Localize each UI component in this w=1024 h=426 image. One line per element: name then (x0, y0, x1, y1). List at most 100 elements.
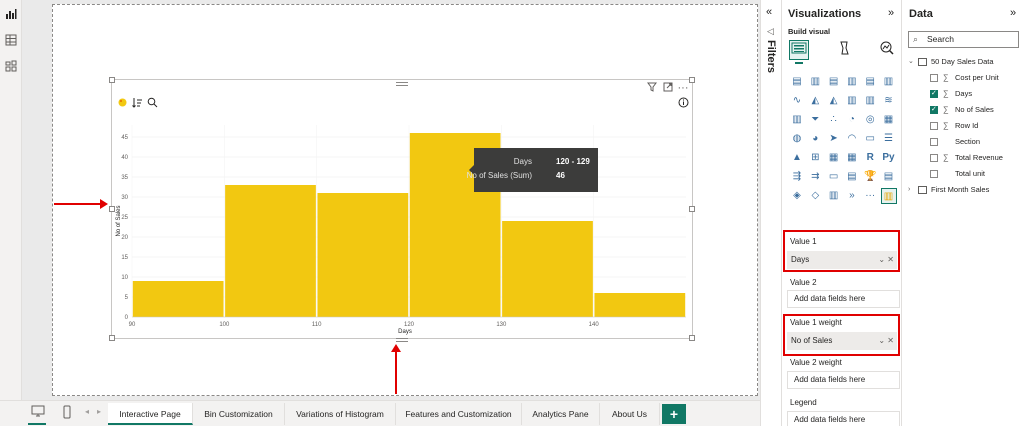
table-view-icon[interactable] (4, 34, 18, 48)
key-influencers-icon[interactable]: ⇶ (792, 171, 802, 182)
field-controls[interactable]: ⌄ ✕ (878, 336, 894, 345)
treemap-icon[interactable]: ▦ (883, 114, 894, 125)
add-page-button[interactable]: + (662, 404, 686, 424)
scatter-icon[interactable]: ∴ (830, 114, 837, 125)
r-visual-icon[interactable]: R (866, 152, 874, 163)
paginated-report-icon[interactable]: ▤ (883, 171, 894, 182)
chevron-right-icon[interactable]: › (908, 186, 911, 193)
analytics-icon[interactable] (877, 40, 897, 60)
expand-filters-icon[interactable]: « (766, 6, 773, 18)
resize-grip-bottom[interactable] (396, 338, 408, 342)
field-row[interactable]: ∑ Total Revenue (902, 151, 1024, 165)
tabs-prev-arrow[interactable]: ◂ (85, 407, 90, 416)
tab-analytics-pane[interactable]: Analytics Pane (522, 403, 600, 425)
resize-handle-top-right[interactable] (689, 77, 695, 83)
resize-grip-top[interactable] (396, 82, 408, 86)
filters-label[interactable]: Filters (765, 40, 777, 74)
donut-icon[interactable]: ◎ (865, 114, 875, 125)
100-bar-icon[interactable]: ▤ (865, 76, 875, 87)
field-checkbox[interactable] (930, 87, 938, 101)
field-checkbox[interactable] (930, 154, 938, 162)
metrics-icon[interactable]: 🏆 (863, 171, 877, 182)
well-field-days[interactable]: Days ⌄ ✕ (787, 251, 897, 269)
more-options-icon[interactable]: ··· (677, 82, 689, 94)
magnifier-icon[interactable] (146, 97, 159, 110)
filled-map-icon[interactable]: ◕ (812, 133, 819, 144)
field-row[interactable]: ∑ Row Id (902, 119, 1024, 133)
line-column-icon[interactable]: ▥ (847, 95, 857, 106)
tab-about-us[interactable]: About Us (600, 403, 660, 425)
data-search-input[interactable]: ⌕ Search (908, 31, 1019, 48)
table-row[interactable]: ⌄ 50 Day Sales Data (902, 55, 1024, 69)
field-checkbox[interactable] (930, 122, 938, 130)
histogram-visual[interactable]: ··· 0 5 10 15 20 25 30 35 40 45 90 100 110 120 130 140 D… (109, 77, 695, 342)
collapse-visualizations-icon[interactable]: » (888, 7, 895, 19)
matrix-icon[interactable]: ▦ (847, 152, 857, 163)
table-icon[interactable]: ▦ (828, 152, 839, 163)
funnel-icon[interactable]: ⏷ (811, 114, 820, 125)
line-clustered-icon[interactable]: ▥ (865, 95, 875, 106)
selected-histogram-icon[interactable]: ▥ (880, 188, 897, 204)
histogram-custom-icon[interactable]: ▥ (828, 190, 839, 201)
resize-handle-top-left[interactable] (109, 77, 115, 83)
python-visual-icon[interactable]: Py (882, 152, 895, 163)
field-row[interactable]: ∑ No of Sales (902, 103, 1024, 117)
resize-handle-bottom-right[interactable] (689, 335, 695, 341)
more-dots-icon[interactable]: ··· (865, 190, 876, 201)
report-view-icon[interactable] (4, 8, 18, 22)
well-field-no-of-sales[interactable]: No of Sales ⌄ ✕ (787, 332, 897, 350)
focus-mode-icon[interactable] (662, 82, 674, 94)
slicer-icon[interactable]: ⊞ (811, 152, 820, 163)
well-dropzone-legend[interactable]: Add data fields here (787, 411, 900, 426)
map-icon[interactable]: ◍ (792, 133, 802, 144)
qa-icon[interactable]: ▭ (828, 171, 839, 182)
100-column-icon[interactable]: ▥ (883, 76, 894, 87)
smart-narrative-icon[interactable]: ▤ (847, 171, 857, 182)
format-visual-icon[interactable] (834, 40, 854, 60)
field-row[interactable]: ∑ Cost per Unit (902, 71, 1024, 85)
line-chart-icon[interactable]: ∿ (792, 95, 802, 106)
well-dropzone-value2[interactable]: Add data fields here (787, 290, 900, 308)
resize-handle-right[interactable] (689, 206, 695, 212)
more-visuals-icon[interactable]: » (849, 190, 855, 201)
collapse-data-icon[interactable]: » (1010, 7, 1017, 19)
clustered-column-icon[interactable]: ▥ (847, 76, 857, 87)
format-brush-icon[interactable] (116, 97, 129, 110)
waterfall-icon[interactable]: ▥ (792, 114, 802, 125)
model-view-icon[interactable] (4, 60, 18, 74)
field-controls[interactable]: ⌄ ✕ (878, 255, 894, 264)
field-checkbox[interactable] (930, 170, 938, 178)
field-row[interactable]: ∑ Days (902, 87, 1024, 101)
well-dropzone-value2-weight[interactable]: Add data fields here (787, 371, 900, 389)
stacked-column-icon[interactable]: ▥ (810, 76, 821, 87)
field-checkbox[interactable] (930, 74, 938, 82)
mobile-view-icon[interactable] (59, 405, 75, 421)
ribbon-chart-icon[interactable]: ≋ (884, 95, 893, 106)
filter-icon[interactable] (646, 82, 658, 94)
stacked-bar-icon[interactable]: ▤ (792, 76, 802, 87)
table-row[interactable]: › First Month Sales (902, 183, 1024, 197)
field-checkbox[interactable] (930, 103, 938, 117)
build-visual-icon[interactable] (789, 40, 809, 60)
pie-icon[interactable]: ◔ (848, 114, 855, 125)
field-row[interactable]: Section (902, 135, 1024, 149)
azure-map-icon[interactable]: ➤ (829, 133, 838, 144)
field-checkbox[interactable] (930, 138, 938, 146)
multirow-card-icon[interactable]: ☰ (884, 133, 893, 144)
kpi-icon[interactable]: ▲ (792, 152, 802, 163)
tab-bin-customization[interactable]: Bin Customization (193, 403, 285, 425)
power-apps-icon[interactable]: ◈ (793, 190, 801, 201)
field-row[interactable]: Total unit (902, 167, 1024, 181)
info-icon[interactable] (677, 97, 690, 110)
card-icon[interactable]: ▭ (865, 133, 875, 144)
area-chart-icon[interactable]: ◭ (811, 95, 820, 106)
filters-pane-collapsed[interactable]: « ◁ Filters (760, 0, 782, 426)
resize-handle-bottom-left[interactable] (109, 335, 115, 341)
tab-variations-of-histogram[interactable]: Variations of Histogram (285, 403, 396, 425)
gauge-icon[interactable]: ◠ (847, 133, 857, 144)
stacked-area-icon[interactable]: ◭ (829, 95, 838, 106)
tab-interactive-page[interactable]: Interactive Page (108, 403, 193, 425)
clustered-bar-icon[interactable]: ▤ (828, 76, 839, 87)
chevron-down-icon[interactable]: ⌄ (908, 58, 914, 65)
decomposition-tree-icon[interactable]: ⇉ (811, 171, 820, 182)
